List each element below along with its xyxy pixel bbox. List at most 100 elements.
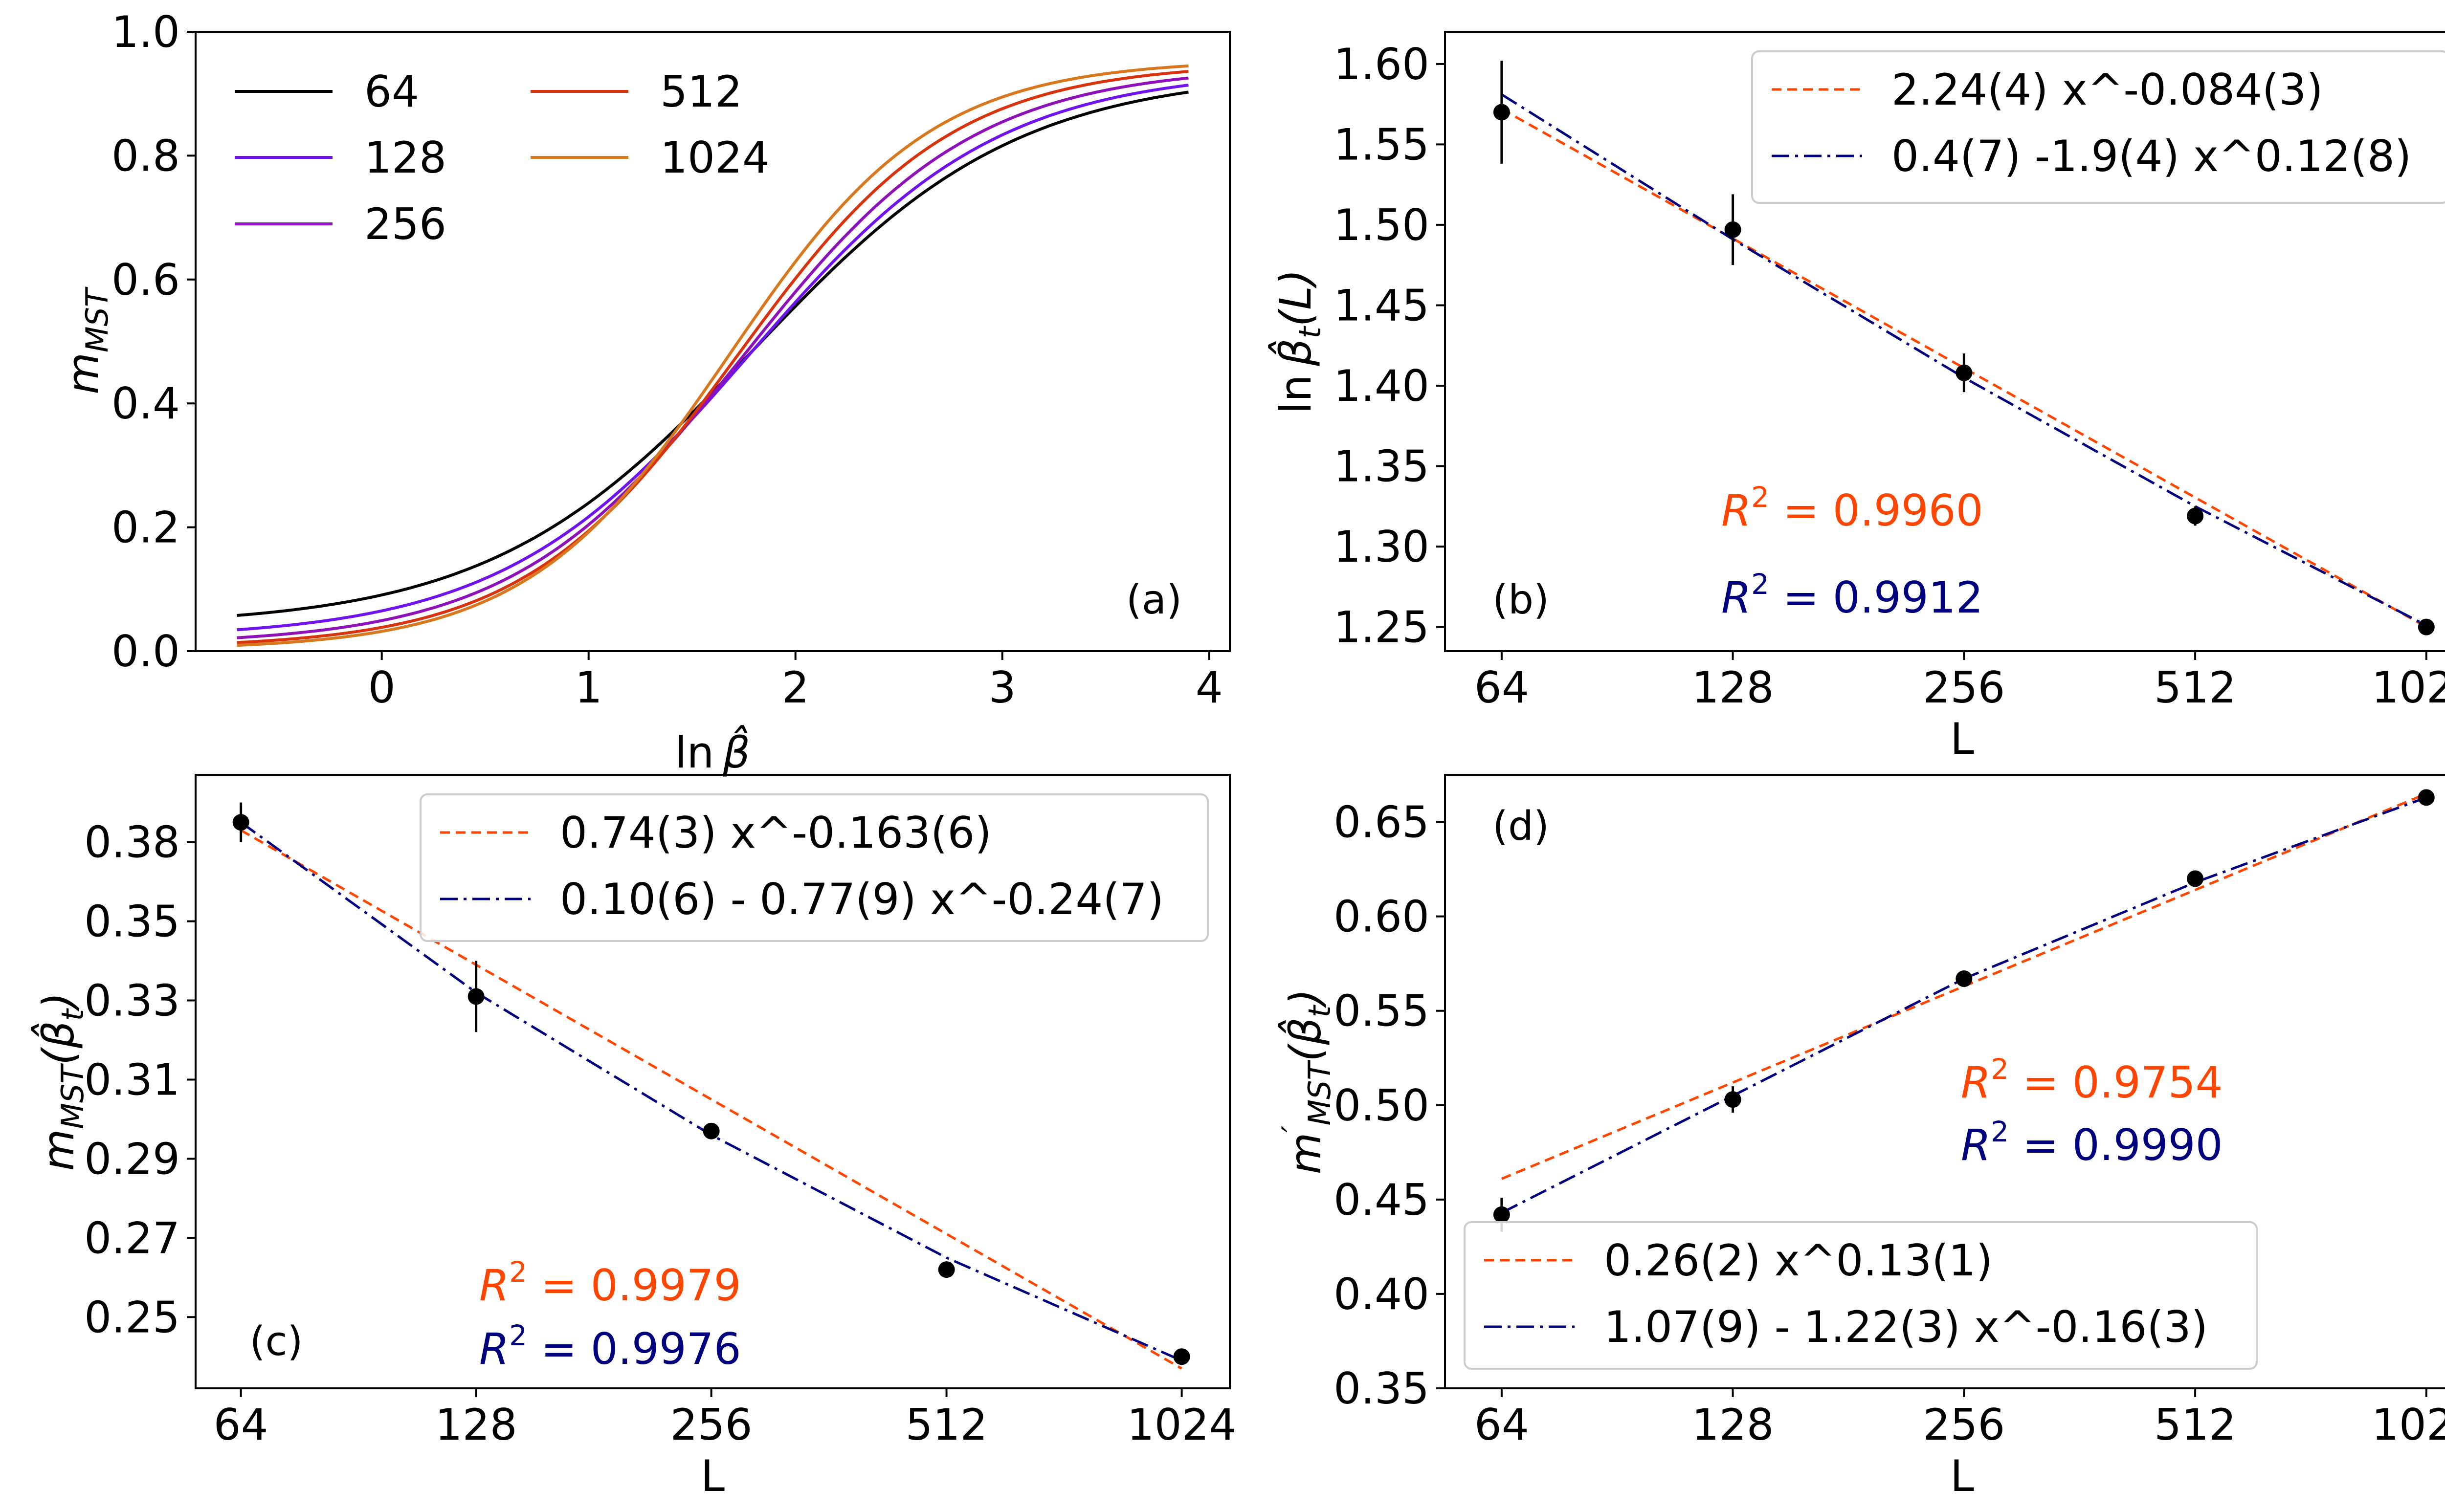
data-point [1956,970,1973,987]
x-tick-label: 1024 [2372,662,2445,713]
data-point [1724,1091,1741,1108]
data-point [467,988,485,1005]
data-point [1493,104,1510,121]
panel-label: (d) [1492,803,1549,850]
y-tick-label: 1.60 [1334,39,1429,89]
axes-frame [195,31,1231,652]
x-axis-label: L [1950,714,1974,764]
data-point [1173,1348,1190,1365]
axes-frame [1444,31,2445,652]
y-axis-label: m′MST(β̂t) [1275,989,1337,1175]
fit-line-1 [1501,108,2427,628]
y-tick-label: 0.0 [111,626,180,677]
x-tick-label: 128 [435,1400,517,1450]
y-tick-label: 0.35 [1334,1363,1429,1414]
data-point [1956,364,1973,381]
legend-label-1: 2.24(4) x^-0.084(3) [1891,65,2323,115]
data-point [1493,1206,1510,1223]
x-axis-label: L [701,1451,725,1501]
legend-box [1751,50,2445,204]
x-tick-label: 256 [1923,662,2005,713]
y-tick-label: 0.27 [84,1213,180,1263]
axes-frame [1444,774,2445,1389]
y-tick-label: 0.25 [84,1292,180,1342]
y-axis-label: ln β̂t(L) [1268,269,1328,414]
r-squared-2: R2 = 0.9976 [479,1319,741,1374]
r-squared-2: R2 = 0.9990 [1961,1115,2223,1170]
panel-label: (b) [1492,577,1549,623]
x-tick-label: 64 [1474,662,1529,713]
data-point [2418,618,2435,635]
y-tick-label: 1.0 [111,7,180,57]
legend-label-2: 0.4(7) -1.9(4) x^0.12(8) [1891,131,2411,181]
x-tick-label: 2 [782,662,809,713]
data-point [703,1122,720,1139]
panel-b: 64 128 256 512 1024 1.25 1.30 1.35 1.40 1.45 1.50 1… [1268,31,2445,764]
x-tick-label: 64 [214,1400,268,1450]
data-point [2187,507,2204,525]
y-tick-label: 0.65 [1334,797,1429,848]
y-tick-label: 0.31 [84,1054,180,1105]
y-tick-label: 1.45 [1334,280,1429,330]
data-point [2187,870,2204,887]
data-point [232,814,249,831]
y-tick-label: 0.38 [84,817,180,868]
y-tick-label: 0.29 [84,1134,180,1184]
panel-label: (c) [249,1318,303,1365]
x-tick-label: 512 [906,1400,988,1450]
x-tick-label: 256 [1923,1400,2005,1450]
legend-box [420,793,1209,942]
legend-label-2: 1.07(9) - 1.22(3) x^-0.16(3) [1604,1302,2208,1352]
y-tick-label: 1.35 [1334,441,1429,492]
y-tick-label: 1.55 [1334,119,1429,170]
x-tick-label: 64 [1474,1400,1529,1450]
x-tick-label: 128 [1692,662,1774,713]
y-tick-label: 1.40 [1334,361,1429,411]
y-tick-label: 1.50 [1334,200,1429,250]
y-tick-label: 1.30 [1334,522,1429,572]
x-tick-label: 128 [1692,1400,1774,1450]
y-tick-label: 0.40 [1334,1269,1429,1319]
panel-a: 0 1 2 3 4 0.0 0.2 0.4 0.6 0.8 1.0 64 128 256 512 1024 (a… [58,7,1231,778]
legend-label-64: 64 [364,66,419,117]
x-tick-label: 512 [2154,662,2236,713]
r-squared-1: R2 = 0.9754 [1961,1052,2223,1108]
r-squared-2: R2 = 0.9912 [1721,568,1983,623]
y-tick-label: 0.2 [111,503,180,553]
data-point [1724,221,1741,238]
y-tick-label: 0.6 [111,255,180,305]
y-tick-label: 0.8 [111,131,180,181]
series-line-256 [237,76,1189,639]
legend-label-512: 512 [660,66,742,117]
y-tick-label: 0.45 [1334,1175,1429,1225]
fit-line-1 [240,829,1182,1370]
series-line-512 [237,70,1189,644]
y-axis-label: mMST(β̂t) [31,992,90,1171]
legend-label-1: 0.26(2) x^0.13(1) [1604,1235,1993,1286]
panel-d: 64 128 256 512 1024 0.35 0.40 0.45 0.50 0.55 0.60 0… [1275,774,2445,1501]
y-tick-label: 0.55 [1334,986,1429,1036]
panel-c: 64 128 256 512 1024 0.25 0.27 0.29 0.31 0.33 0.35 0… [31,774,1237,1501]
x-tick-label: 256 [670,1400,753,1450]
x-tick-label: 1024 [2372,1400,2445,1450]
x-tick-label: 4 [1196,662,1223,713]
legend-label-256: 256 [364,199,446,249]
legend-label-128: 128 [364,132,446,183]
y-tick-label: 0.4 [111,378,180,429]
legend-label-1024: 1024 [660,132,770,183]
data-point [938,1261,955,1278]
x-tick-label: 1 [575,662,602,713]
axes-frame [195,774,1231,1389]
series-line-1024 [237,64,1189,647]
x-axis-label: L [1950,1451,1974,1501]
x-axis-label: ln β̂ [675,725,750,778]
legend-label-1: 0.74(3) x^-0.163(6) [560,808,992,858]
x-tick-label: 1024 [1127,1400,1237,1450]
data-point [2418,789,2435,806]
y-tick-label: 0.50 [1334,1080,1429,1131]
x-tick-label: 3 [989,662,1016,713]
y-axis-label: mMST [58,286,115,394]
y-tick-label: 0.35 [84,897,180,947]
r-squared-1: R2 = 0.9960 [1721,481,1983,536]
y-tick-label: 0.60 [1334,892,1429,942]
